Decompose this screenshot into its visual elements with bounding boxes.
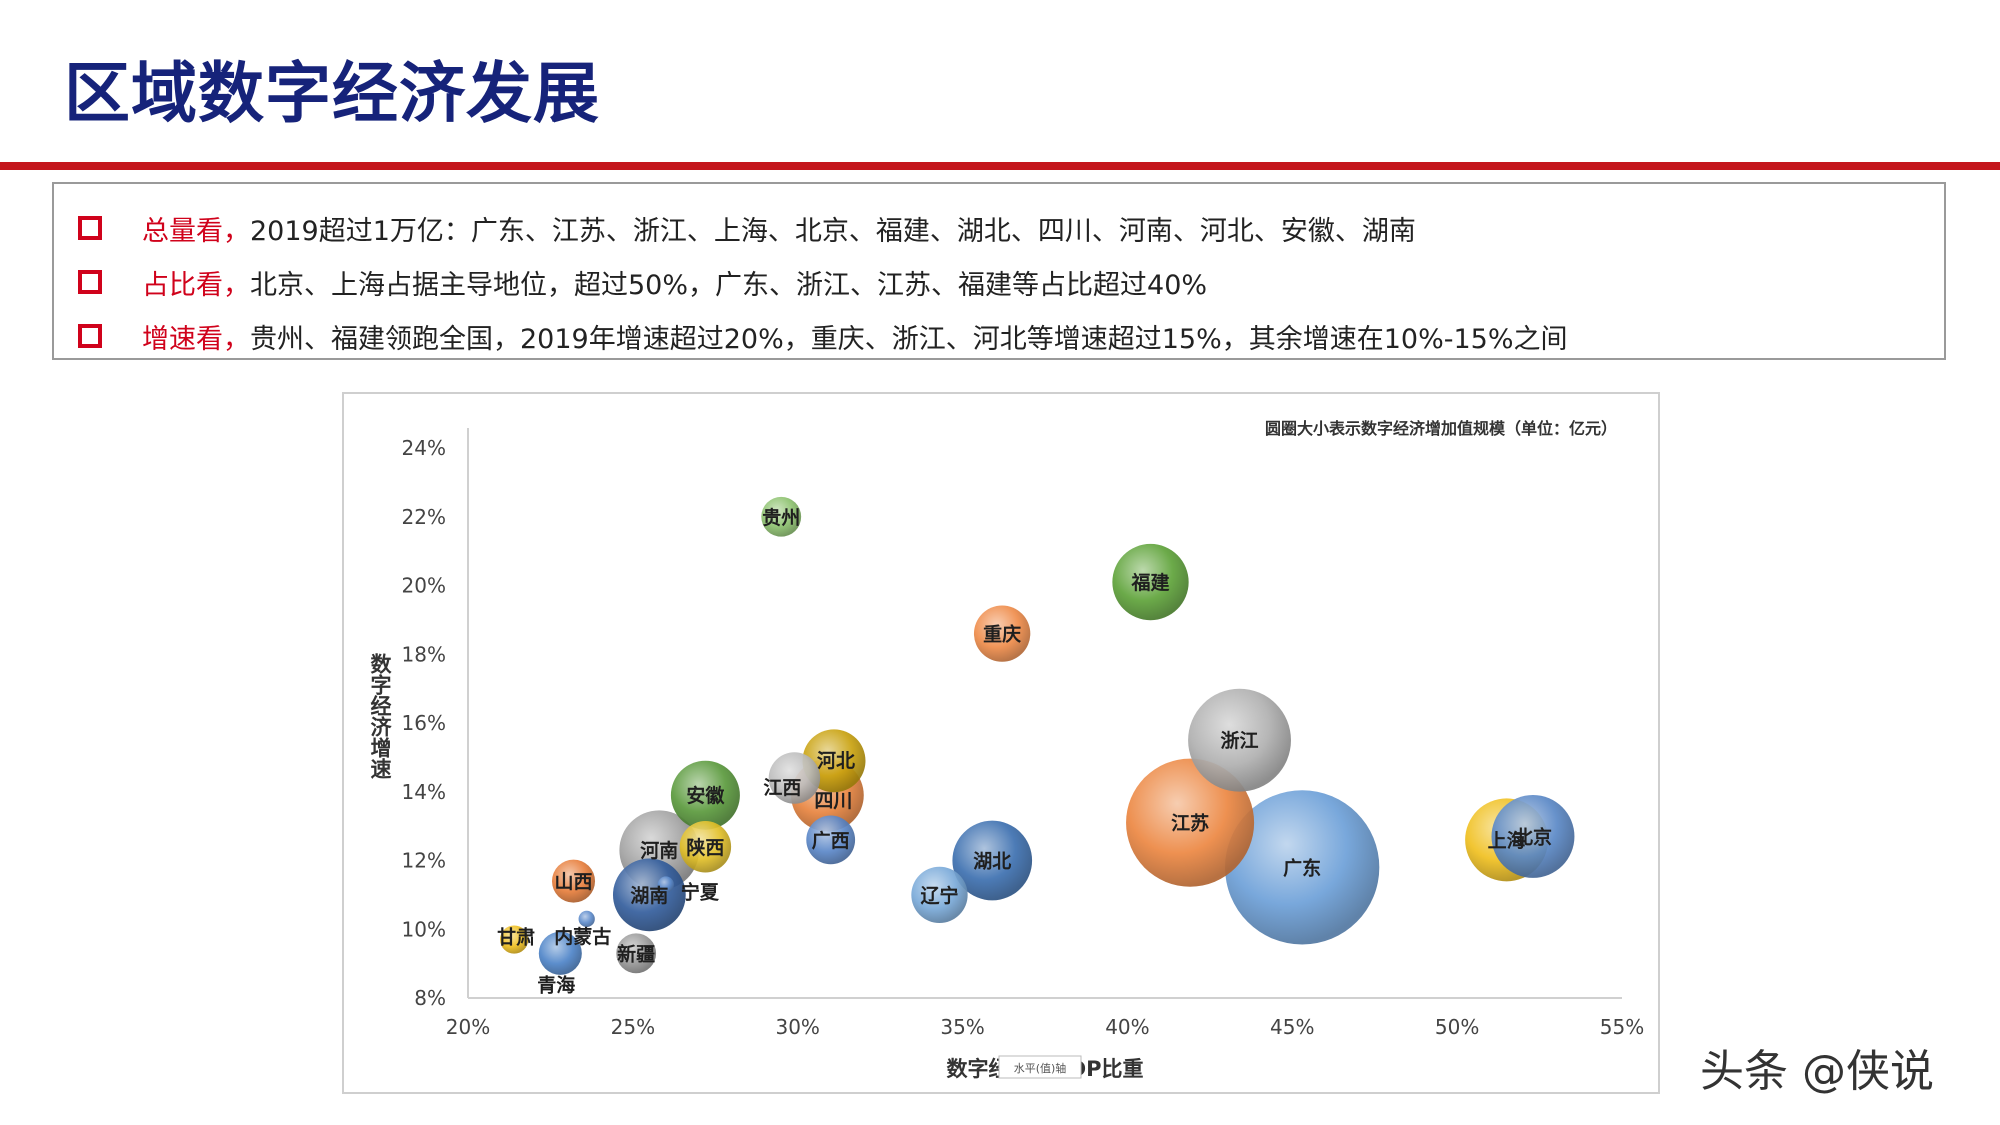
y-tick-label: 14%	[402, 780, 446, 804]
bubble-广东	[1225, 790, 1380, 945]
bubble-青海	[538, 931, 582, 975]
bullet-growth: 增速看， 贵州、福建领跑全国，2019年增速超过20%，重庆、浙江、河北等增速超…	[78, 316, 1568, 356]
y-tick-label: 22%	[402, 505, 446, 529]
bubble-label: 山西	[555, 871, 593, 893]
x-tick-label: 25%	[611, 1015, 655, 1039]
bubble-宁夏	[657, 876, 674, 893]
bubble-chart-frame: 8% 10% 12% 14% 16% 18% 20% 22% 24% 20% 25% 30% 35% 40…	[342, 392, 1660, 1094]
bubble-label: 青海	[537, 973, 575, 996]
bubble-label: 河南	[640, 840, 678, 862]
bubble-label: 湖北	[973, 851, 1011, 873]
bubble-山西	[551, 859, 596, 903]
checkbox-bullet-icon	[78, 324, 102, 348]
bullet-text: 北京、上海占据主导地位，超过50%，广东、浙江、江苏、福建等占比超过40%	[250, 269, 1208, 301]
bullet-lead: 总量看，	[142, 215, 250, 247]
x-tick-label: 50%	[1435, 1015, 1479, 1039]
bubble-浙江	[1188, 688, 1291, 792]
x-tick-label: 40%	[1105, 1015, 1149, 1039]
axis-tooltip	[998, 1055, 1082, 1079]
y-tick-label: 12%	[402, 849, 446, 873]
bubble-label: 浙江	[1221, 729, 1259, 752]
x-tick-label: 45%	[1270, 1015, 1314, 1039]
bubble-label: 陕西	[686, 836, 724, 859]
bubble-label: 新疆	[617, 942, 655, 965]
bubble-label: 安徽	[686, 784, 725, 807]
bubble-重庆	[973, 605, 1031, 662]
bubble-label: 广东	[1283, 856, 1321, 879]
bubble-湖北	[952, 820, 1033, 901]
y-tick-label: 20%	[402, 574, 446, 598]
bullet-total: 总量看， 2019超过1万亿：广东、江苏、浙江、上海、北京、福建、湖北、四川、河…	[78, 208, 1416, 248]
bubble-江西	[768, 752, 821, 804]
bubble-label: 河北	[817, 750, 855, 772]
bubble-内蒙古	[578, 910, 595, 928]
bubble-贵州	[761, 496, 802, 537]
bubble-辽宁	[911, 866, 968, 924]
bubble-label: 福建	[1131, 571, 1170, 594]
bubble-label: 四川	[814, 790, 852, 812]
bubble-label: 北京	[1514, 825, 1552, 848]
bubble-label: 江苏	[1171, 812, 1209, 835]
bubble-label: 贵州	[762, 507, 800, 529]
checkbox-bullet-icon	[78, 270, 102, 294]
y-tick-label: 8%	[414, 986, 446, 1010]
bullet-share: 占比看， 北京、上海占据主导地位，超过50%，广东、浙江、江苏、福建等占比超过4…	[78, 262, 1207, 302]
x-tick-label: 55%	[1600, 1015, 1644, 1039]
x-tick-label: 30%	[775, 1015, 819, 1039]
x-tick-label: 35%	[940, 1015, 984, 1039]
y-tick-label: 18%	[402, 642, 446, 666]
bubble-label: 湖南	[630, 885, 668, 907]
checkbox-bullet-icon	[78, 216, 102, 240]
y-axis-title: 数字经济增速	[368, 653, 392, 779]
bubble-label: 甘肃	[497, 926, 535, 949]
bubble-甘肃	[500, 925, 529, 954]
y-tick-label: 24%	[402, 436, 446, 460]
bubble-广西	[806, 815, 856, 865]
bubble-安徽	[670, 760, 740, 830]
watermark: 头条 @侠说	[1700, 1046, 1934, 1097]
bubble-label: 辽宁	[920, 884, 958, 907]
title-divider	[0, 162, 2000, 170]
bubble-江苏	[1126, 758, 1255, 887]
page-title: 区域数字经济发展	[64, 55, 600, 132]
bubble-label: 江西	[763, 777, 801, 799]
bubble-福建	[1112, 543, 1189, 621]
bubble-label: 上海	[1488, 829, 1526, 852]
bullet-text: 2019超过1万亿：广东、江苏、浙江、上海、北京、福建、湖北、四川、河南、河北、…	[250, 215, 1416, 247]
bubble-chart: 8% 10% 12% 14% 16% 18% 20% 22% 24% 20% 25% 30% 35% 40…	[368, 419, 1644, 1081]
bubble-陕西	[679, 821, 732, 873]
bubble-北京	[1491, 794, 1575, 878]
bullet-text: 贵州、福建领跑全国，2019年增速超过20%，重庆、浙江、河北等增速超过15%，…	[250, 323, 1568, 355]
bubble-新疆	[616, 933, 657, 974]
y-tick-label: 16%	[402, 711, 446, 735]
bullet-lead: 增速看，	[142, 323, 250, 355]
bullet-lead: 占比看，	[142, 269, 250, 301]
summary-box: 总量看， 2019超过1万亿：广东、江苏、浙江、上海、北京、福建、湖北、四川、河…	[52, 182, 1946, 360]
chart-annotation: 圆圈大小表示数字经济增加值规模（单位：亿元）	[1265, 419, 1617, 438]
axis-tooltip-text: 水平(值)轴	[1014, 1061, 1067, 1075]
bubble-label: 重庆	[983, 623, 1021, 646]
bubble-label: 内蒙古	[554, 925, 611, 948]
x-tick-label: 20%	[446, 1015, 490, 1039]
bubble-label: 广西	[812, 829, 850, 852]
bubble-label: 宁夏	[681, 881, 720, 904]
y-tick-label: 10%	[402, 917, 446, 941]
